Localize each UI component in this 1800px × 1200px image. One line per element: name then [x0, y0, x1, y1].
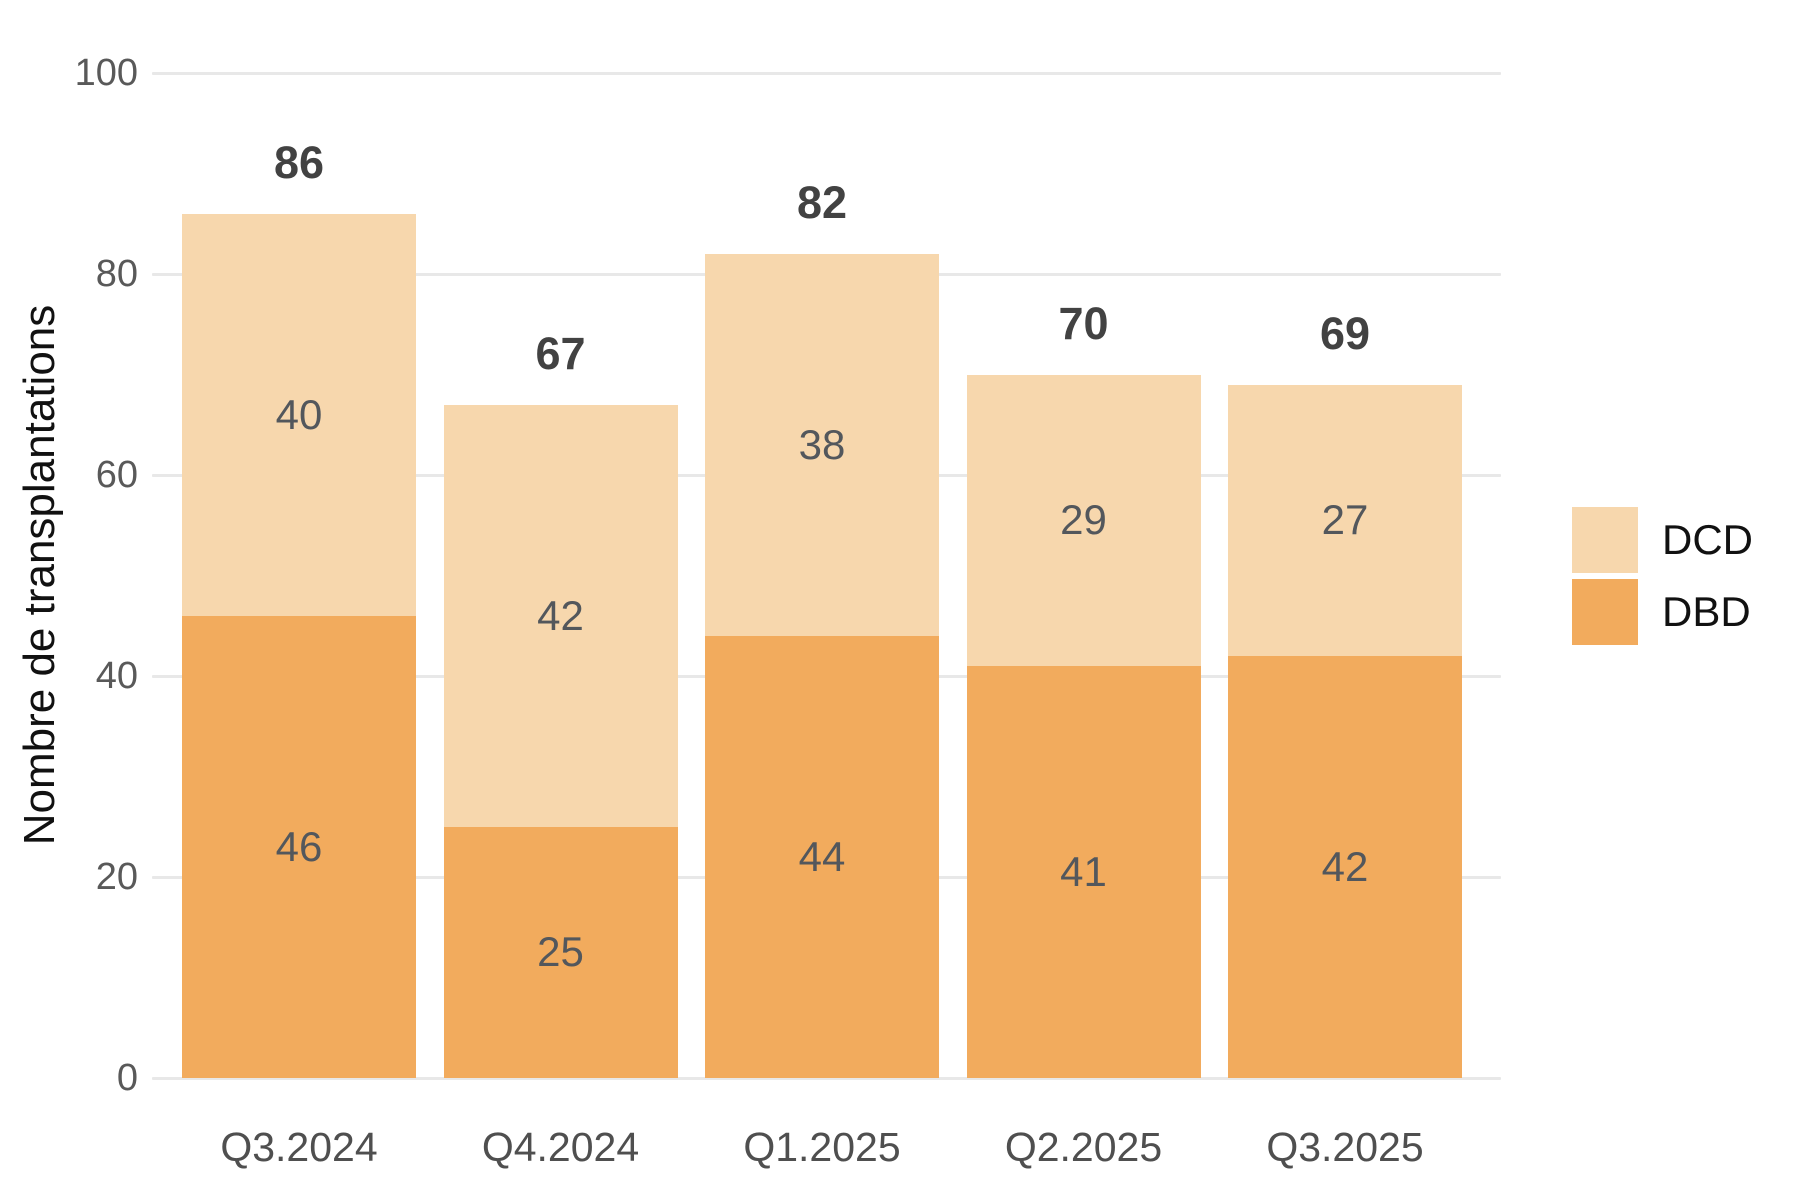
gridline-y-0: [152, 1076, 1501, 1080]
total-value-label: 69: [1319, 307, 1371, 359]
plot-area: 46 40 86 25 42 67 44 38 82 41 29 70 42 27 69: [152, 71, 1501, 1080]
bar-group-Q4.2024: 25 42 67: [443, 73, 678, 1078]
total-value-label: 67: [535, 327, 586, 379]
bars-layer: 46 40 86 25 42 67 44 38 82 41 29 70 42 27 69: [152, 73, 1501, 1078]
segment-value-label-dcd: 29: [1060, 496, 1107, 544]
y-tick-label: 80: [95, 253, 138, 295]
bar-segment-dbd: [182, 615, 416, 1078]
x-tick-label-Q2.2025: Q2.2025: [1004, 1124, 1163, 1170]
bar-group-Q3.2025: 42 27 69: [1228, 73, 1462, 1078]
segment-value-label-dcd: 42: [537, 591, 584, 639]
y-tick-label: 20: [95, 856, 138, 898]
bar-segment-dcd: [705, 253, 939, 636]
total-value-label: 82: [796, 176, 848, 228]
x-tick-label-Q3.2025: Q3.2025: [1266, 1124, 1424, 1170]
bar-segment-dcd: [1228, 384, 1462, 656]
legend-item-dbd: DBD: [1572, 579, 1753, 645]
gridline-y-100: [152, 71, 1501, 75]
bar-segment-dcd: [966, 374, 1201, 666]
y-tick-label: 100: [74, 52, 138, 94]
legend-label: DBD: [1662, 588, 1751, 635]
total-value-label: 70: [1058, 297, 1109, 349]
x-tick-label-Q4.2024: Q4.2024: [481, 1124, 640, 1170]
bar-group-Q2.2025: 41 29 70: [966, 73, 1201, 1078]
segment-value-label-dbd: 41: [1060, 847, 1107, 895]
bar-segment-dcd: [182, 213, 416, 616]
y-tick-label: 0: [116, 1057, 138, 1099]
bar-group-Q1.2025: 44 38 82: [705, 73, 939, 1078]
legend-label: DCD: [1662, 516, 1753, 563]
legend-swatch-dcd: [1572, 507, 1638, 573]
total-value-label: 86: [273, 136, 325, 188]
segment-value-label-dcd: 40: [275, 390, 323, 438]
bar-segment-dcd: [443, 404, 678, 827]
x-tick-label-Q3.2024: Q3.2024: [220, 1124, 378, 1170]
y-axis-title: Nombre de transplantations: [15, 304, 64, 846]
y-tick-label: 40: [95, 655, 138, 697]
segment-value-label-dbd: 42: [1321, 842, 1369, 890]
x-tick-label-Q1.2025: Q1.2025: [743, 1124, 901, 1170]
segment-value-label-dcd: 27: [1321, 496, 1369, 544]
segment-value-label-dbd: 46: [275, 822, 323, 870]
legend-item-dcd: DCD: [1572, 507, 1753, 573]
bar-segment-dbd: [443, 826, 678, 1078]
bar-segment-dbd: [1228, 655, 1462, 1078]
bar-segment-dbd: [705, 635, 939, 1078]
segment-value-label-dbd: 25: [537, 928, 584, 976]
bar-segment-dbd: [966, 665, 1201, 1078]
legend: DCD DBD: [1572, 507, 1753, 651]
bar-group-Q3.2024: 46 40 86: [182, 73, 416, 1078]
y-tick-label: 60: [95, 454, 138, 496]
segment-value-label-dbd: 44: [798, 832, 846, 880]
legend-swatch-dbd: [1572, 579, 1638, 645]
segment-value-label-dcd: 38: [798, 420, 846, 468]
